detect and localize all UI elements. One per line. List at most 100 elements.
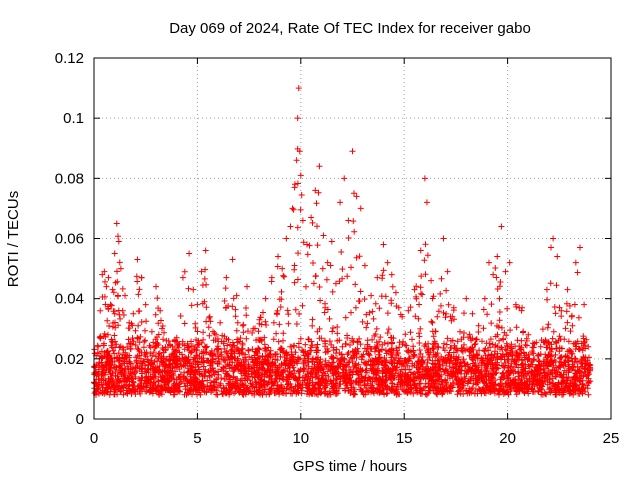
data-point [283, 235, 290, 242]
data-point [157, 307, 164, 314]
data-point [115, 238, 122, 245]
data-point [558, 307, 565, 314]
data-point [392, 289, 399, 296]
data-point [444, 268, 451, 275]
data-point [411, 286, 418, 293]
data-point [349, 148, 356, 155]
data-point [194, 301, 201, 308]
data-point [502, 268, 509, 275]
data-point [294, 115, 301, 122]
data-point [105, 274, 112, 281]
data-point [568, 313, 575, 320]
data-point [581, 301, 588, 308]
data-point [572, 259, 579, 266]
data-point [308, 214, 315, 221]
x-tick-label: 0 [90, 430, 98, 447]
data-point [295, 85, 302, 92]
data-point [186, 250, 193, 257]
data-point [229, 256, 236, 263]
data-point [361, 262, 368, 269]
data-point [142, 301, 149, 308]
data-point [525, 331, 532, 338]
data-point [405, 307, 412, 314]
data-point [345, 217, 352, 224]
data-point [109, 286, 116, 293]
y-tick-label: 0.04 [55, 291, 84, 308]
data-point [421, 175, 428, 182]
data-point [130, 310, 137, 317]
data-point [256, 316, 263, 323]
data-point [550, 235, 557, 242]
data-point [374, 274, 381, 281]
data-point [332, 280, 339, 287]
data-point [506, 259, 513, 266]
axes: 0 0.02 0.04 0.06 0.08 0.1 0.12 0 5 10 15 20 25 [55, 50, 620, 447]
data-point [101, 268, 108, 275]
data-point [111, 250, 118, 257]
data-point [564, 286, 571, 293]
data-point [380, 241, 387, 248]
data-point [498, 223, 505, 230]
data-point [296, 148, 303, 155]
data-point [250, 325, 257, 332]
data-point [169, 343, 176, 350]
data-point [341, 175, 348, 182]
data-point [293, 157, 300, 164]
data-point-cloud [91, 145, 594, 398]
data-point [148, 328, 155, 335]
data-point [399, 313, 406, 320]
data-point [287, 223, 294, 230]
data-point [173, 334, 180, 341]
data-point [233, 292, 240, 299]
data-point [434, 313, 441, 320]
data-point [97, 307, 104, 314]
data-point [428, 277, 435, 284]
y-tick-label: 0.12 [55, 50, 84, 67]
data-point [475, 322, 482, 329]
x-axis-label: GPS time / hours [293, 458, 407, 475]
data-point [268, 274, 275, 281]
data-point [312, 187, 319, 194]
data-point [289, 205, 296, 212]
data-point [206, 313, 213, 320]
y-tick-label: 0 [76, 411, 84, 428]
data-point [554, 253, 561, 260]
data-point [357, 205, 364, 212]
data-point [587, 361, 594, 368]
data-point [163, 337, 170, 344]
x-tick-label: 5 [193, 430, 201, 447]
data-point [291, 184, 298, 191]
data-point [490, 271, 497, 278]
x-tick-label: 20 [499, 430, 516, 447]
data-point [494, 253, 501, 260]
data-point [213, 331, 220, 338]
data-points [91, 85, 594, 398]
data-point [107, 301, 114, 308]
data-point [440, 235, 447, 242]
data-point [320, 232, 327, 239]
data-point [423, 199, 430, 206]
data-point [153, 283, 160, 290]
data-point [198, 268, 205, 275]
data-point [531, 340, 538, 347]
data-point [179, 274, 186, 281]
x-tick-label: 25 [603, 430, 620, 447]
data-point [202, 247, 209, 254]
data-point [316, 163, 323, 170]
data-point [122, 292, 129, 299]
data-point [244, 283, 251, 290]
data-point [134, 256, 141, 263]
data-point [117, 265, 124, 272]
y-axis-label: ROTI / TECUs [5, 191, 22, 287]
y-tick-label: 0.1 [63, 110, 84, 127]
data-point [328, 238, 335, 245]
data-point [262, 295, 269, 302]
data-point [537, 343, 544, 350]
data-point [417, 247, 424, 254]
data-point [576, 244, 583, 251]
x-tick-label: 15 [396, 430, 413, 447]
data-point [113, 220, 120, 227]
data-point [512, 301, 519, 308]
data-point [368, 292, 375, 299]
